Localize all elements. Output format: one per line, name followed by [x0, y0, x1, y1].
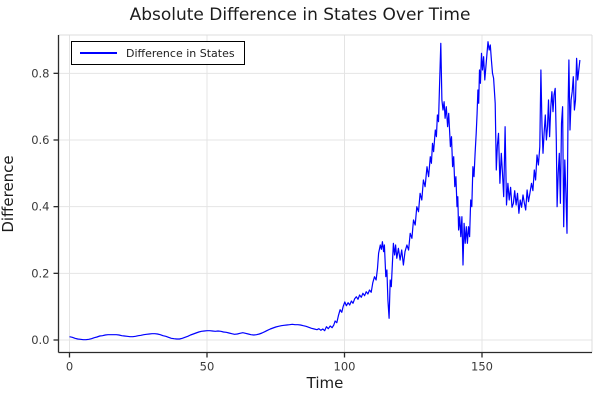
x-tick-label: 100 [334, 360, 356, 374]
x-axis-label: Time [306, 374, 344, 392]
legend-label: Difference in States [126, 46, 235, 60]
y-tick-label: 0.2 [31, 266, 49, 280]
legend-line-swatch [80, 52, 117, 54]
chart-title: Absolute Difference in States Over Time [129, 5, 471, 25]
y-axis-label: Difference [0, 155, 17, 233]
legend: Difference in States [71, 41, 245, 65]
difference-line [69, 41, 581, 341]
y-tick-label: 0.0 [31, 333, 49, 347]
y-tick-label: 0.4 [31, 200, 49, 214]
y-tick-label: 0.8 [31, 66, 49, 80]
x-tick-label: 0 [66, 360, 73, 374]
y-tick-label: 0.6 [31, 133, 49, 147]
x-tick-label: 150 [471, 360, 493, 374]
x-tick-label: 50 [200, 360, 215, 374]
